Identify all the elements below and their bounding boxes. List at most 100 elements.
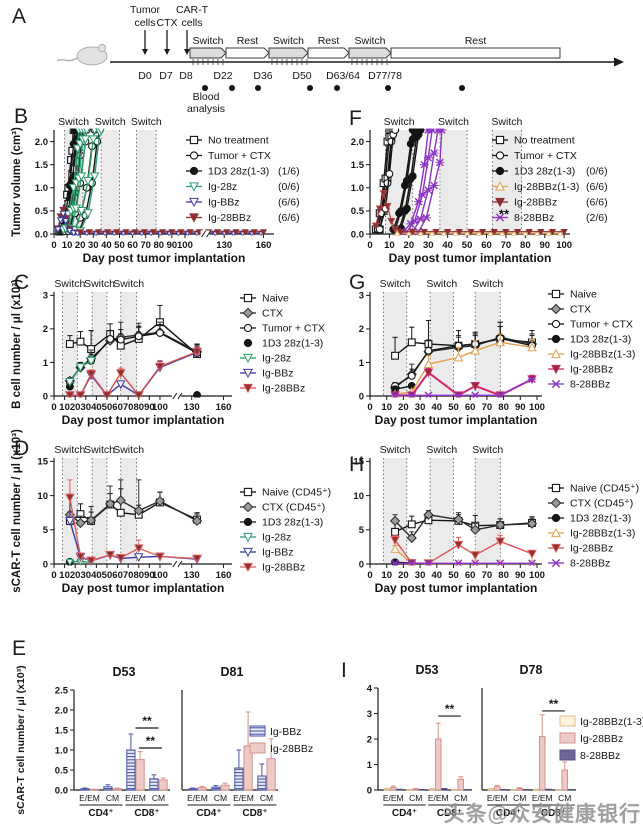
svg-text:Switch: Switch	[84, 444, 115, 456]
svg-text:Switch: Switch	[113, 278, 144, 290]
svg-text:0: 0	[359, 559, 364, 570]
svg-text:CM: CM	[409, 793, 422, 803]
svg-text:30: 30	[80, 570, 91, 581]
svg-text:100: 100	[529, 570, 545, 581]
svg-text:100: 100	[152, 570, 168, 581]
panel-label-h: H	[349, 453, 365, 476]
svg-text:Switch: Switch	[426, 444, 457, 456]
svg-text:E/EM: E/EM	[487, 793, 508, 803]
svg-text:Switch: Switch	[131, 116, 162, 128]
svg-text:Switch: Switch	[384, 116, 415, 128]
svg-text:0: 0	[51, 240, 56, 251]
svg-text:20: 20	[70, 570, 81, 581]
svg-text:40: 40	[432, 570, 443, 581]
svg-text:0.5: 0.5	[351, 206, 365, 217]
svg-text:Switch: Switch	[472, 278, 503, 290]
svg-text:3: 3	[359, 291, 364, 302]
svg-text:90: 90	[144, 570, 155, 581]
svg-text:analysis: analysis	[187, 103, 225, 115]
svg-text:CD4⁺: CD4⁺	[196, 808, 221, 819]
svg-text:0.0: 0.0	[35, 229, 48, 240]
svg-text:130: 130	[184, 570, 200, 581]
svg-text:70: 70	[482, 402, 493, 413]
svg-text:2.5: 2.5	[55, 685, 69, 696]
svg-text:0: 0	[367, 402, 372, 413]
svg-text:**: **	[445, 702, 455, 716]
svg-text:15: 15	[353, 457, 364, 468]
svg-text:20: 20	[398, 570, 409, 581]
panel-label-g: G	[349, 271, 366, 294]
svg-text:Ig-BBz: Ig-BBz	[208, 197, 240, 209]
svg-text:0: 0	[43, 391, 48, 402]
svg-text:160: 160	[216, 402, 232, 413]
svg-text:D77/78: D77/78	[368, 70, 402, 82]
svg-text:sCAR-T cell number / μl (x10³): sCAR-T cell number / μl (x10³)	[11, 429, 23, 593]
svg-text:D53: D53	[416, 663, 439, 677]
svg-text:20: 20	[70, 402, 81, 413]
svg-text:80: 80	[133, 570, 144, 581]
svg-text:0.5: 0.5	[55, 765, 69, 776]
svg-text:8-28BBz: 8-28BBz	[570, 379, 610, 391]
svg-text:2.0: 2.0	[351, 137, 364, 148]
svg-text:1D3 28z(1-3): 1D3 28z(1-3)	[262, 517, 323, 529]
svg-text:60: 60	[481, 240, 492, 251]
svg-text:cells: cells	[181, 17, 202, 29]
svg-text:100: 100	[177, 240, 193, 251]
svg-text:50: 50	[448, 570, 459, 581]
svg-text:Switch: Switch	[438, 116, 469, 128]
svg-text:1.5: 1.5	[35, 160, 49, 171]
svg-text:Ig-BBz: Ig-BBz	[262, 368, 294, 380]
svg-text:sCAR-T cell number / μl (x10³): sCAR-T cell number / μl (x10³)	[15, 665, 27, 814]
svg-text:Naive: Naive	[262, 293, 289, 305]
svg-text:(6/6): (6/6)	[278, 212, 300, 224]
svg-text:E/EM: E/EM	[233, 793, 254, 803]
svg-text:No treatment: No treatment	[208, 135, 269, 147]
svg-text:0: 0	[367, 785, 372, 796]
svg-text:**: **	[549, 697, 559, 711]
svg-text:100: 100	[529, 402, 545, 413]
svg-text:80: 80	[153, 240, 164, 251]
svg-text:CM: CM	[152, 793, 165, 803]
svg-text:Ig-28BBz(1-3): Ig-28BBz(1-3)	[580, 716, 643, 728]
svg-text:(0/6): (0/6)	[278, 181, 300, 193]
svg-text:0.5: 0.5	[35, 206, 49, 217]
svg-text:Switch: Switch	[380, 444, 411, 456]
svg-text:0: 0	[367, 570, 372, 581]
svg-text:30: 30	[423, 240, 434, 251]
svg-text:CD8⁺: CD8⁺	[134, 808, 159, 819]
panel-e-bar-chart: 0.0 0.5 1.0 1.5 2.0 2.5 D53 E/EM CM E/EM CM CD4⁺ CD8…	[15, 665, 313, 819]
svg-text:E/EM: E/EM	[428, 793, 449, 803]
svg-text:60: 60	[127, 240, 138, 251]
svg-text:Day post tumor implantation: Day post tumor implantation	[83, 251, 246, 265]
svg-text:1: 1	[359, 358, 365, 369]
svg-text:Ig-28BBz: Ig-28BBz	[570, 364, 613, 376]
svg-text:CTX (CD45⁺): CTX (CD45⁺)	[570, 498, 633, 510]
svg-text:90: 90	[515, 570, 526, 581]
svg-text:CM: CM	[214, 793, 227, 803]
svg-text:cells: cells	[134, 17, 155, 29]
svg-text:Ig-28BBz(1-3): Ig-28BBz(1-3)	[570, 349, 635, 361]
svg-text:0: 0	[359, 391, 364, 402]
svg-text:CTX: CTX	[157, 17, 178, 29]
svg-text:Ig-28z: Ig-28z	[262, 532, 291, 544]
svg-text:Switch: Switch	[355, 35, 386, 47]
svg-text:Switch: Switch	[426, 278, 457, 290]
svg-text:10: 10	[62, 240, 73, 251]
svg-text:50: 50	[102, 570, 113, 581]
svg-text:No treatment: No treatment	[514, 135, 575, 147]
svg-text:50: 50	[114, 240, 125, 251]
svg-text:0.0: 0.0	[55, 785, 68, 796]
svg-text:Switch: Switch	[273, 35, 304, 47]
panel-f-tumor-volume-chart: Switch Switch Switch 0.0 0.5 1.0 1.5 2.0 0 10 20 30…	[351, 116, 608, 265]
svg-text:CD8⁺: CD8⁺	[541, 808, 566, 819]
svg-text:CD4⁺: CD4⁺	[392, 808, 417, 819]
svg-text:(0/6): (0/6)	[586, 166, 608, 178]
svg-text:8-28BBz: 8-28BBz	[570, 558, 610, 570]
svg-text:10: 10	[381, 402, 392, 413]
svg-text:CM: CM	[558, 793, 571, 803]
panel-b-tumor-volume-chart: Switch Switch Switch 0.0 0.5 1.0 1.5 2.0 0 10 20 30…	[11, 116, 300, 265]
svg-text:Day post tumor implantation: Day post tumor implantation	[389, 251, 552, 265]
